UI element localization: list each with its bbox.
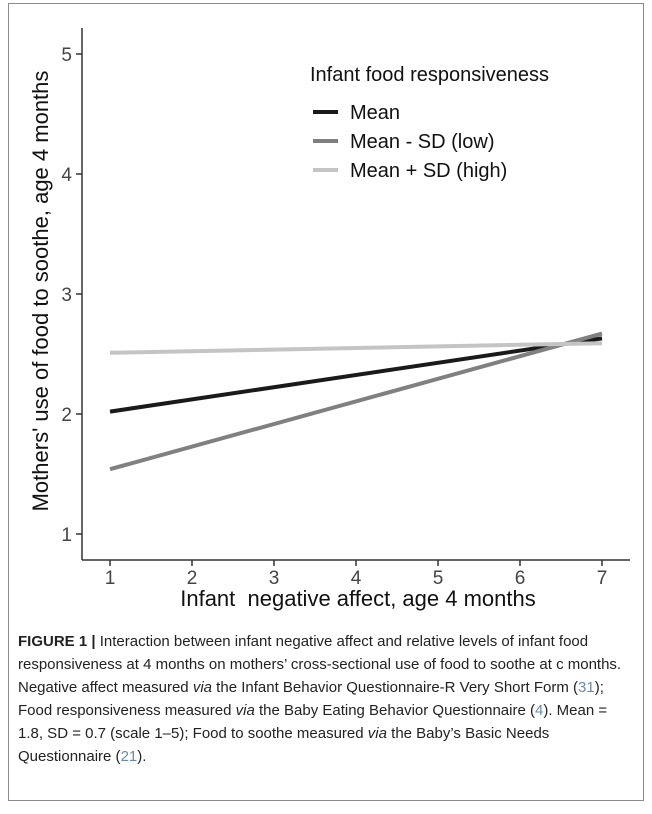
caption-text: the Infant Behavior Questionnaire-R Very… — [212, 679, 579, 696]
y-tick-label: 5 — [61, 45, 72, 66]
x-tick-label: 3 — [269, 568, 280, 589]
x-tick-label: 6 — [515, 568, 526, 589]
x-tick-label: 4 — [351, 568, 362, 589]
legend-label: Mean + SD (high) — [350, 160, 507, 182]
caption-figure-label: FIGURE 1 | — [18, 633, 96, 650]
caption-text: ). Mean = 1.8, SD = 0.7 (scale 1–5); Foo… — [18, 702, 608, 742]
x-tick-label: 2 — [187, 568, 198, 589]
legend-label: Mean - SD (low) — [350, 131, 494, 153]
line-chart: 1 2 3 4 5 6 7 1 2 3 4 5 Infant negative affect, age… — [28, 28, 630, 611]
series-line — [109, 336, 603, 414]
series-lines — [109, 331, 603, 472]
y-tick-label: 4 — [61, 165, 72, 186]
caption-text: the Baby’s Basic Needs Questionnaire ( — [18, 725, 550, 765]
caption-text: Interaction between infant negative affe… — [18, 633, 622, 696]
caption-via: via — [235, 702, 255, 719]
caption-reference-link[interactable]: 31 — [578, 679, 595, 696]
figure-caption: FIGURE 1 | Interaction between infant ne… — [18, 630, 628, 768]
caption-text: ); Food responsiveness measured — [18, 679, 604, 719]
legend: Infant food responsiveness Mean Mean - SD… — [310, 64, 549, 182]
x-tick-label: 5 — [433, 568, 444, 589]
caption-reference-link[interactable]: 4 — [534, 702, 544, 719]
y-tick-label: 1 — [61, 525, 72, 546]
y-axis-title: Mothers' use of food to soothe, age 4 mo… — [28, 71, 53, 512]
x-tick-label: 1 — [105, 568, 116, 589]
legend-title: Infant food responsiveness — [310, 64, 549, 86]
y-tick-label: 3 — [61, 285, 72, 306]
y-tick-label: 2 — [61, 405, 72, 426]
ticks: 1 2 3 4 5 6 7 1 2 3 4 5 — [61, 45, 607, 589]
legend-items: Mean Mean - SD (low) Mean + SD (high) — [313, 102, 507, 182]
caption-via: via — [192, 679, 213, 696]
x-axis-title: Infant negative affect, age 4 months — [180, 586, 536, 611]
series-line — [109, 331, 603, 472]
x-tick-label: 7 — [597, 568, 608, 589]
caption-text: the Baby Eating Behavior Questionnaire ( — [254, 702, 535, 719]
series-line — [109, 341, 603, 355]
figure-frame — [8, 3, 644, 801]
caption-via: via — [367, 725, 387, 742]
caption-reference-link[interactable]: 21 — [120, 748, 138, 765]
legend-label: Mean — [350, 102, 400, 124]
caption-text: ). — [137, 748, 147, 765]
